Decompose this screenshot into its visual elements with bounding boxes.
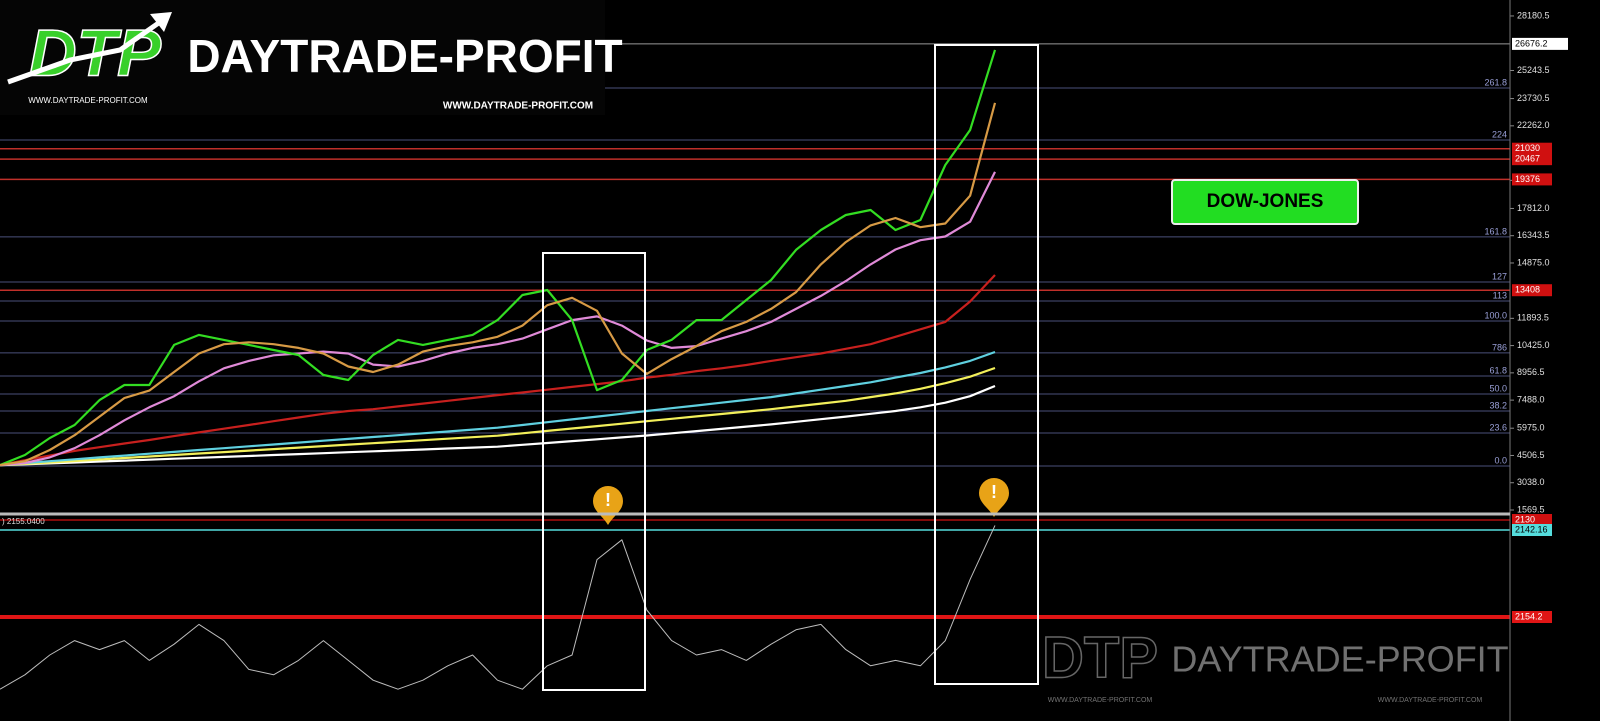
last-price-tag — [1512, 37, 1568, 50]
fib-label: 61.8 — [1489, 365, 1507, 375]
price-tag — [1512, 142, 1552, 155]
series-line — [0, 366, 996, 467]
y-tick-label: 28180.5 — [1517, 10, 1550, 20]
price-tag — [1512, 284, 1552, 297]
series-line — [0, 49, 997, 467]
price-tag — [1512, 153, 1552, 166]
price-tag-label: 19376 — [1515, 174, 1540, 184]
y-tick-label: 8956.5 — [1517, 367, 1545, 377]
alert-label: ! — [991, 482, 997, 502]
y-tick-label: 14875.0 — [1517, 257, 1550, 267]
title-badge — [1171, 179, 1359, 225]
y-tick-label: 16343.5 — [1517, 230, 1550, 240]
indicator-tag — [1512, 514, 1552, 526]
y-tick-label: 17812.0 — [1517, 203, 1550, 213]
y-tick-label: 7488.0 — [1517, 394, 1545, 404]
last-price-label: 26676.2 — [1515, 38, 1548, 48]
indicator-readout: ) 2155.0400 — [2, 517, 45, 526]
series-line — [0, 102, 997, 467]
indicator-tag-label: 2154.2 — [1515, 611, 1543, 621]
logo-background — [0, 0, 605, 115]
fib-label: 113 — [1493, 290, 1507, 300]
series-line — [0, 274, 996, 467]
y-tick-label: 10425.0 — [1517, 340, 1550, 350]
series-line — [0, 525, 996, 690]
watermark-logo: DTP — [1042, 625, 1158, 690]
price-tag-label: 13408 — [1515, 285, 1540, 295]
fib-label: 100.0 — [1484, 310, 1507, 320]
fib-label: 38.2 — [1489, 400, 1507, 410]
price-tag-label: 21030 — [1515, 143, 1540, 153]
indicator-tag — [1512, 524, 1552, 536]
logo-mark: DTP — [29, 15, 162, 89]
fib-label: 224 — [1492, 129, 1507, 139]
fib-label: 161.8 — [1484, 226, 1507, 236]
series-line — [0, 384, 996, 467]
y-tick-label: 4506.5 — [1517, 450, 1545, 460]
y-tick-label: 11893.5 — [1517, 313, 1549, 323]
highlight-box — [934, 44, 1039, 685]
logo-url: WWW.DAYTRADE-PROFIT.COM — [443, 101, 593, 112]
indicator-tag-label: 2130 — [1515, 514, 1535, 524]
y-tick-label: 23730.5 — [1517, 93, 1550, 103]
y-tick-label: 3038.0 — [1517, 477, 1545, 487]
highlight-box — [542, 252, 646, 691]
alert-marker — [979, 478, 1009, 517]
watermark-url: WWW.DAYTRADE-PROFIT.COM — [1048, 697, 1153, 704]
fib-label: 127 — [1492, 271, 1507, 281]
grid-layer — [0, 15, 1514, 619]
indicator-tag — [1512, 611, 1552, 623]
y-tick-label: 5975.0 — [1517, 423, 1545, 433]
logo-arrow — [7, 19, 162, 85]
price-tag — [1512, 173, 1552, 186]
series-line — [0, 350, 996, 467]
y-tick-label: 22262.0 — [1517, 120, 1550, 130]
logo-brand: DAYTRADE-PROFIT — [187, 30, 622, 82]
series-layer — [0, 49, 997, 690]
watermark: DTP DAYTRADE-PROFIT WWW.DAYTRADE-PROFIT.… — [1041, 625, 1508, 704]
fib-label: 786 — [1492, 342, 1507, 352]
logo-arrow-head — [150, 12, 172, 32]
price-tag-label: 20467 — [1515, 154, 1540, 164]
y-tick-label: 25243.5 — [1517, 65, 1550, 75]
series-line — [0, 171, 996, 467]
logo-url: WWW.DAYTRADE-PROFIT.COM — [28, 96, 148, 105]
fib-label: 0.0 — [1494, 455, 1507, 465]
logo: DTP DAYTRADE-PROFIT WWW.DAYTRADE-PROFIT.… — [0, 0, 623, 115]
watermark-url: WWW.DAYTRADE-PROFIT.COM — [1378, 697, 1483, 704]
chart-title: DOW-JONES — [1207, 191, 1324, 212]
y-tick-label: 1569.5 — [1517, 504, 1545, 514]
label-layer: 28180.525243.523730.522262.019325.017812… — [593, 10, 1568, 623]
alert-label: ! — [605, 490, 611, 510]
indicator-tag-label: 2142.16 — [1515, 524, 1548, 534]
fib-label: 261.8 — [1484, 77, 1507, 87]
watermark-brand: DAYTRADE-PROFIT — [1171, 639, 1508, 680]
fib-label: 50.0 — [1489, 383, 1507, 393]
fib-label: 23.6 — [1489, 422, 1507, 432]
